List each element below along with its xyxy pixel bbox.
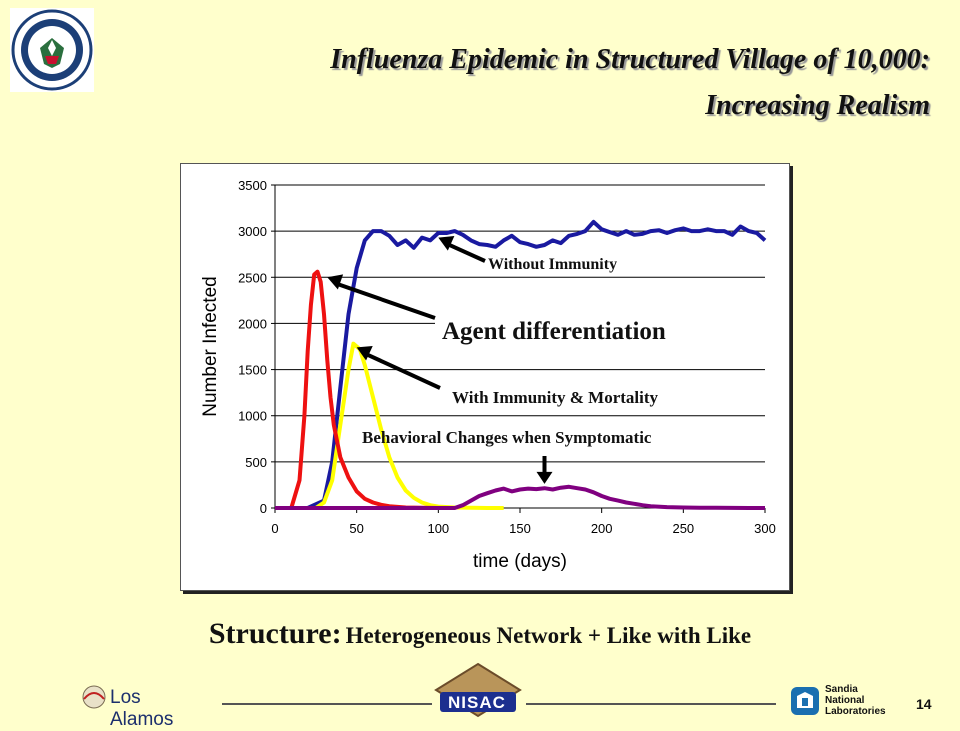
x-tick-label: 50	[349, 521, 363, 536]
y-axis-label: Number Infected	[200, 276, 221, 416]
annotation-arrow-head	[356, 345, 373, 361]
chart-frame	[180, 163, 790, 591]
x-tick-label: 200	[591, 521, 613, 536]
y-tick-label: 1000	[238, 409, 267, 424]
dhs-seal-logo	[10, 8, 94, 92]
annotation-arrow-head	[327, 274, 344, 290]
series-line-1	[275, 219, 767, 510]
x-tick-label: 0	[271, 521, 278, 536]
y-tick-label: 2000	[238, 316, 267, 331]
y-tick-label: 0	[260, 501, 267, 516]
x-tick-label: 250	[672, 521, 694, 536]
y-tick-label: 500	[245, 455, 267, 470]
slide-title-line1: Influenza Epidemic in Structured Village…	[330, 44, 930, 75]
annotation-label-3: With Immunity & Mortality	[452, 388, 659, 407]
annotation-label-2: Agent differentiation	[442, 318, 666, 345]
nisac-text: NISAC	[448, 693, 506, 712]
annotation-box	[435, 313, 765, 349]
x-tick-label: 100	[427, 521, 449, 536]
sandia-line3: Laboratories	[825, 706, 886, 717]
annotation-arrow-head	[438, 236, 455, 251]
annotation-arrow-line	[445, 241, 486, 263]
los-alamos-emblem-icon	[82, 685, 106, 709]
series-line-2	[275, 341, 504, 510]
annotation-label-1: Without Immunity	[488, 256, 617, 273]
footer-line-right	[526, 703, 776, 705]
series-line-3	[275, 269, 455, 510]
los-alamos-text: Los Alamos	[110, 687, 174, 730]
caption-text: Heterogeneous Network + Like with Like	[345, 623, 752, 648]
sandia-line1: Sandia	[825, 684, 858, 695]
structure-caption: Structure: Heterogeneous Network + Like …	[0, 617, 960, 651]
x-tick-label: 150	[509, 521, 531, 536]
x-axis-label: time (days)	[473, 551, 567, 572]
y-tick-label: 2500	[238, 270, 267, 285]
sandia-line2: National	[825, 695, 865, 706]
annotation-arrow-line	[363, 351, 441, 390]
los-alamos-logo: Los Alamos	[82, 679, 207, 730]
thunderbird-icon	[791, 687, 819, 715]
caption-label: Structure:	[208, 617, 342, 650]
epidemic-line-chart: 0 500 1000 1500 2000 2500 3000 3500 0 50 100 150 200…	[200, 178, 776, 572]
footer-line-left	[222, 703, 432, 705]
x-tick-label: 300	[754, 521, 776, 536]
y-tick-label: 3500	[238, 178, 267, 193]
y-tick-label: 1500	[238, 363, 267, 378]
sandia-logo: Sandia National Laboratories	[790, 684, 902, 718]
series-line-4	[275, 484, 765, 510]
y-tick-label: 3000	[238, 224, 267, 239]
annotation-arrow-head	[536, 471, 553, 484]
annotation-arrow-line	[334, 281, 436, 320]
page-number: 14	[916, 696, 932, 712]
nisac-logo: NISAC	[434, 662, 522, 718]
annotation-label-4: Behavioral Changes when Symptomatic	[362, 428, 652, 447]
slide-title-line2: Increasing Realism	[705, 90, 930, 121]
